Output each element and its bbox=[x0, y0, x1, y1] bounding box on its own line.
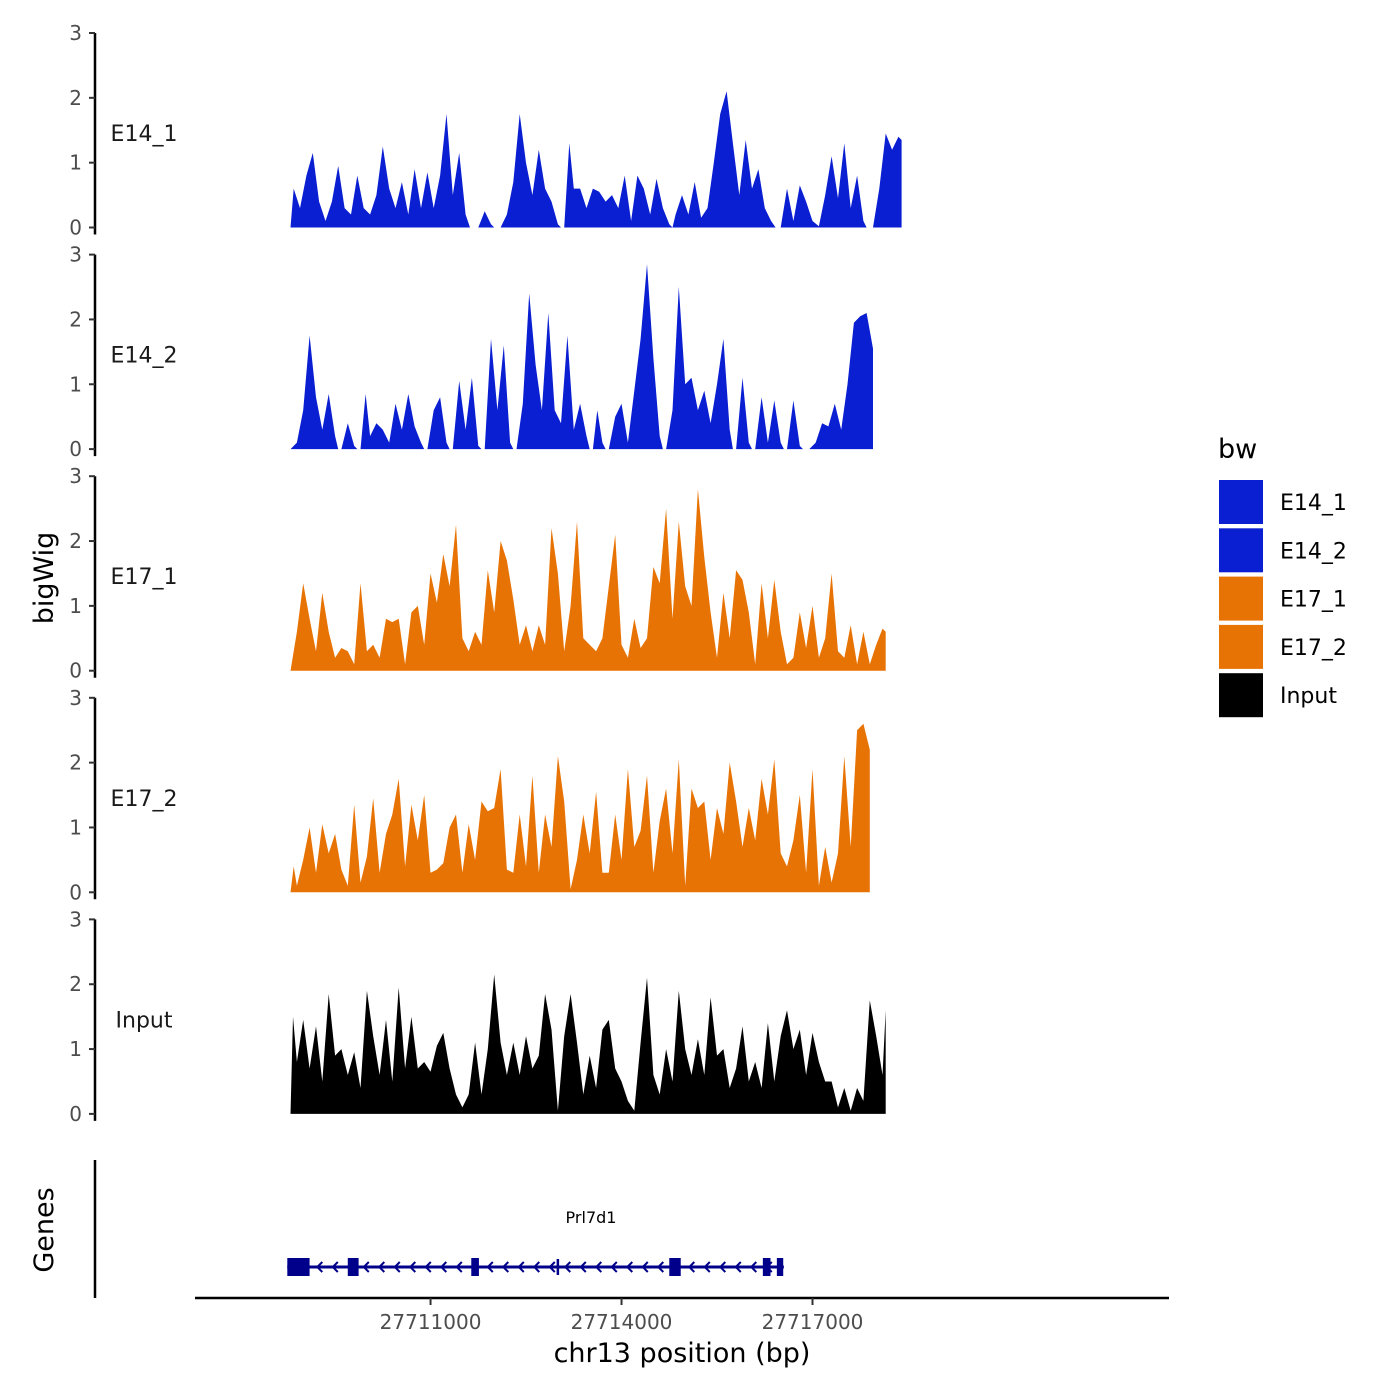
y-tick-label: 1 bbox=[69, 151, 82, 175]
y-tick-label: 1 bbox=[69, 372, 82, 396]
y-tick-label: 0 bbox=[69, 437, 82, 461]
x-tick-label: 27717000 bbox=[762, 1310, 864, 1334]
track-label: E14_1 bbox=[111, 122, 178, 147]
strand-arrow bbox=[579, 1261, 587, 1273]
signal-area bbox=[290, 91, 902, 228]
track-label: E14_2 bbox=[111, 344, 178, 369]
y-tick-label: 2 bbox=[69, 529, 82, 553]
strand-arrow bbox=[377, 1261, 386, 1273]
track-label: Input bbox=[116, 1008, 173, 1033]
x-axis-title: chr13 position (bp) bbox=[554, 1338, 811, 1369]
genes-axis-title: Genes bbox=[29, 1187, 60, 1272]
y-tick-label: 0 bbox=[69, 880, 82, 904]
x-axis: 27711000 27714000 27717000 bbox=[195, 1296, 1169, 1334]
strand-arrow bbox=[362, 1261, 370, 1273]
legend: bw E14_1 E14_2 E17_1 E17_2 Input bbox=[1218, 434, 1347, 718]
legend-title: bw bbox=[1218, 434, 1257, 465]
gene-exon bbox=[776, 1258, 784, 1276]
gene-exon bbox=[287, 1258, 310, 1276]
y-tick-label: 3 bbox=[69, 907, 82, 931]
strand-arrow bbox=[455, 1261, 463, 1273]
y-tick-label: 1 bbox=[69, 594, 82, 618]
strand-arrow bbox=[393, 1261, 401, 1273]
strand-arrow bbox=[594, 1261, 603, 1273]
y-tick-label: 3 bbox=[69, 243, 82, 267]
strand-arrow bbox=[656, 1261, 665, 1273]
gene-name-label: Prl7d1 bbox=[566, 1208, 617, 1227]
legend-swatch bbox=[1219, 576, 1263, 621]
legend-label: Input bbox=[1280, 684, 1337, 709]
gene-exon bbox=[471, 1258, 479, 1276]
strand-arrow bbox=[625, 1261, 634, 1273]
strand-arrow bbox=[641, 1261, 649, 1273]
x-tick-label: 27711000 bbox=[380, 1310, 482, 1334]
strand-arrow bbox=[517, 1261, 525, 1273]
strand-arrow bbox=[315, 1261, 324, 1273]
legend-swatch bbox=[1219, 673, 1263, 718]
legend-swatch bbox=[1219, 624, 1263, 669]
legend-label: E17_2 bbox=[1280, 636, 1347, 661]
y-tick-label: 0 bbox=[69, 659, 82, 683]
legend-label: E17_1 bbox=[1280, 588, 1347, 613]
strand-arrow bbox=[424, 1261, 432, 1273]
gene-exon bbox=[762, 1258, 771, 1276]
track-label: E17_1 bbox=[111, 565, 178, 590]
gene-track bbox=[93, 1160, 784, 1298]
strand-arrow bbox=[486, 1261, 494, 1273]
strand-arrow bbox=[439, 1261, 448, 1273]
strand-arrow bbox=[703, 1261, 711, 1273]
strand-arrow bbox=[548, 1261, 556, 1273]
legend-swatch bbox=[1219, 528, 1263, 573]
strand-arrow bbox=[331, 1261, 339, 1273]
y-tick-label: 0 bbox=[69, 216, 82, 240]
y-tick-label: 2 bbox=[69, 307, 82, 331]
signal-area bbox=[290, 723, 870, 893]
y-tick-label: 1 bbox=[69, 815, 82, 839]
y-tick-label: 3 bbox=[69, 21, 82, 45]
legend-label: E14_2 bbox=[1280, 539, 1347, 564]
signal-area bbox=[290, 974, 886, 1114]
track-e14-2: 0 1 2 3 E14_2 bbox=[69, 243, 873, 461]
strand-arrow bbox=[734, 1261, 742, 1273]
strand-arrow bbox=[718, 1261, 727, 1273]
y-axis-title: bigWig bbox=[29, 532, 60, 625]
strand-arrow bbox=[749, 1261, 758, 1273]
strand-arrow bbox=[408, 1261, 417, 1273]
legend-swatch bbox=[1219, 480, 1263, 524]
track-input: 0 1 2 3 Input bbox=[69, 907, 886, 1126]
bigwig-tracks: 0 1 2 3 E14_1 0 1 2 3 E14_2 0 1 2 3 E17_1 0 1 2 3 E17_2 0 1 2 3… bbox=[69, 21, 902, 1126]
y-tick-label: 2 bbox=[69, 86, 82, 110]
y-tick-label: 1 bbox=[69, 1037, 82, 1061]
strand-arrow bbox=[501, 1261, 510, 1273]
y-tick-label: 0 bbox=[69, 1102, 82, 1126]
gene-exon bbox=[347, 1258, 359, 1276]
y-tick-label: 2 bbox=[69, 972, 82, 996]
gene-exon bbox=[669, 1258, 681, 1276]
strand-arrow bbox=[563, 1261, 572, 1273]
strand-arrow bbox=[532, 1261, 541, 1273]
y-tick-label: 3 bbox=[69, 464, 82, 488]
track-e17-1: 0 1 2 3 E17_1 bbox=[69, 464, 886, 683]
legend-label: E14_1 bbox=[1280, 491, 1347, 516]
signal-area bbox=[290, 264, 873, 450]
track-e17-2: 0 1 2 3 E17_2 bbox=[69, 686, 870, 904]
x-tick-label: 27714000 bbox=[571, 1310, 673, 1334]
strand-arrow bbox=[687, 1261, 696, 1273]
y-tick-label: 3 bbox=[69, 686, 82, 710]
strand-arrow bbox=[610, 1261, 618, 1273]
signal-area bbox=[290, 489, 886, 671]
track-e14-1: 0 1 2 3 E14_1 bbox=[69, 21, 902, 240]
track-label: E17_2 bbox=[111, 787, 178, 812]
y-tick-label: 2 bbox=[69, 751, 82, 775]
